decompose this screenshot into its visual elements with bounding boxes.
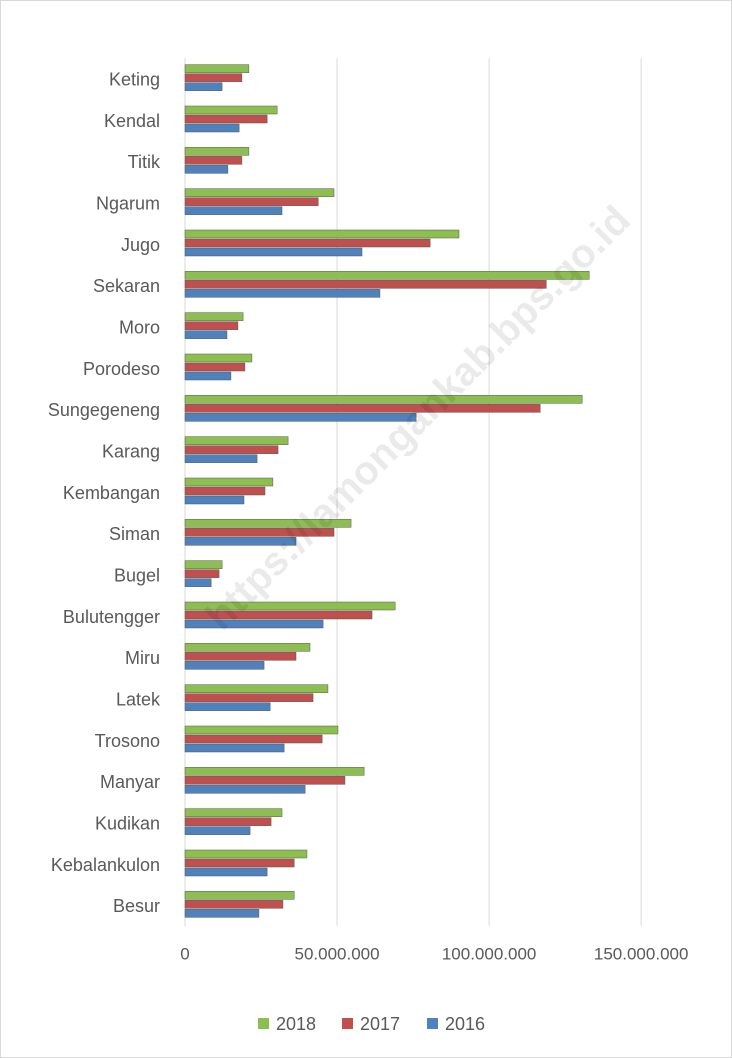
bar [184, 197, 319, 206]
bar [184, 445, 279, 454]
y-tick-label: Miru [125, 648, 160, 668]
bar [184, 734, 323, 744]
bar [184, 643, 311, 652]
y-tick-label: Sungegeneng [48, 400, 160, 420]
bar [184, 684, 329, 693]
bar [184, 82, 223, 91]
bar [184, 849, 308, 859]
bar [184, 64, 250, 73]
legend-swatch [342, 1018, 353, 1029]
bar [184, 867, 268, 877]
bar [184, 247, 363, 257]
y-tick-label: Latek [116, 689, 161, 709]
bar [184, 743, 285, 753]
bar [184, 808, 283, 817]
x-tick-label: 0 [180, 944, 189, 963]
y-tick-label: Siman [109, 524, 160, 544]
y-tick-label: Titik [128, 152, 161, 172]
bar [184, 519, 352, 528]
bar [184, 395, 583, 404]
bar [184, 73, 243, 82]
bar [184, 413, 417, 422]
bar [184, 321, 239, 330]
bar [184, 156, 243, 165]
bar [184, 238, 431, 248]
bar [184, 353, 253, 363]
bar [184, 371, 232, 381]
bar [184, 785, 306, 794]
bar [184, 312, 244, 321]
bar [184, 661, 265, 670]
bar [184, 826, 251, 835]
bar [184, 610, 373, 620]
bar [184, 619, 324, 629]
y-tick-label: Manyar [100, 772, 160, 792]
y-tick-label: Karang [102, 441, 160, 461]
y-tick-label: Jugo [121, 235, 160, 255]
legend-swatch [258, 1018, 269, 1029]
y-tick-label: Keting [109, 69, 160, 89]
x-tick-label: 100.000.000 [442, 944, 537, 963]
bar [184, 537, 297, 546]
bar [184, 105, 278, 115]
bar [184, 362, 246, 372]
y-tick-label: Bugel [114, 565, 160, 585]
bar [184, 289, 381, 298]
bar [184, 702, 271, 711]
bar [184, 652, 297, 661]
legend-label: 2017 [360, 1014, 400, 1034]
bar [184, 891, 295, 900]
y-tick-label: Porodeso [83, 359, 160, 379]
bar [184, 229, 460, 239]
bar [184, 767, 365, 776]
y-tick-label: Kebalankulon [51, 855, 160, 875]
bar [184, 578, 212, 587]
y-tick-label: Moro [119, 317, 160, 337]
bar [184, 206, 283, 215]
bar [184, 280, 547, 289]
y-tick-label: Besur [113, 896, 160, 916]
y-tick-label: Sekaran [93, 276, 160, 296]
bar [184, 486, 266, 496]
bar [184, 123, 240, 133]
bar [184, 693, 314, 702]
legend-label: 2018 [276, 1014, 316, 1034]
bar [184, 817, 272, 826]
y-tick-label: Kembangan [63, 483, 160, 503]
bar [184, 601, 396, 611]
bar [184, 114, 268, 124]
bar [184, 330, 228, 339]
legend-label: 2016 [445, 1014, 485, 1034]
bar [184, 560, 223, 569]
bar [184, 147, 250, 156]
y-tick-label: Kendal [104, 111, 160, 131]
bar [184, 477, 274, 487]
x-tick-label: 50.000.000 [295, 944, 380, 963]
y-tick-label: Trosono [95, 731, 160, 751]
bar [184, 165, 229, 174]
bar [184, 776, 346, 785]
bar [184, 569, 220, 578]
bar [184, 858, 295, 868]
bar [184, 900, 284, 909]
bar [184, 271, 590, 280]
bar [184, 404, 541, 413]
bar [184, 725, 339, 735]
y-tick-label: Bulutengger [63, 607, 160, 627]
y-tick-label: Ngarum [96, 193, 160, 213]
bar [184, 454, 258, 463]
y-tick-label: Kudikan [95, 813, 160, 833]
bar [184, 528, 335, 537]
bar [184, 909, 260, 918]
legend-swatch [427, 1018, 438, 1029]
bar [184, 495, 245, 505]
bar [184, 188, 335, 197]
x-tick-label: 150.000.000 [594, 944, 689, 963]
bar [184, 436, 289, 445]
